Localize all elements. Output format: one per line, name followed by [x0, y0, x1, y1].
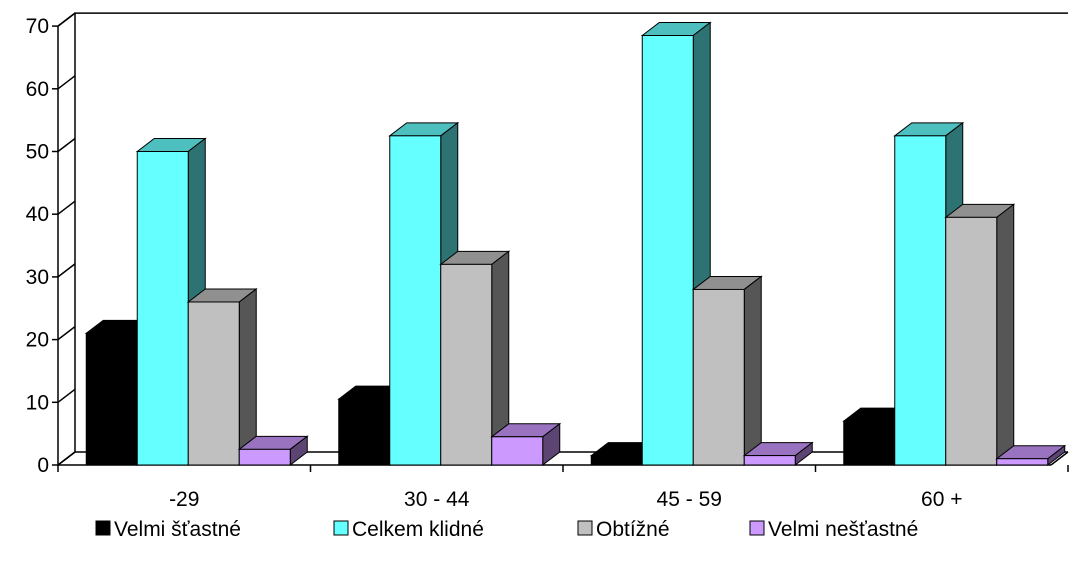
y-tick-label: 70 — [26, 15, 49, 38]
bar-front-face — [692, 288, 745, 466]
x-tick-label: -29 — [169, 488, 199, 511]
y-tick-depth-line — [57, 388, 76, 403]
bar — [490, 422, 562, 467]
legend-swatch-velmi-stastne — [95, 520, 111, 536]
bar — [944, 203, 1016, 467]
bar-front-face — [641, 35, 694, 466]
bars — [84, 21, 1067, 467]
legend: Velmi šťastné Celkem klidné Obtížné Velm… — [95, 518, 918, 541]
y-tick-depth-line — [57, 263, 76, 278]
bar-front-face — [945, 216, 998, 466]
y-tick-depth-line — [57, 200, 76, 215]
y-tick-depth-line — [57, 137, 76, 153]
legend-label: Velmi nešťastné — [768, 518, 918, 541]
bar-side-face — [743, 275, 762, 467]
y-tick-depth-line — [57, 451, 76, 466]
bar-front-face — [491, 436, 544, 466]
bar — [439, 250, 511, 467]
bar-front-face — [843, 420, 896, 466]
y-tick-depth-line — [57, 12, 76, 27]
y-tick-label: 60 — [26, 78, 49, 101]
bar-front-face — [238, 448, 291, 466]
y-tick-label: 20 — [26, 329, 49, 352]
bar — [691, 275, 763, 467]
y-tick-depth-line — [57, 326, 76, 341]
bar-front-face — [894, 135, 947, 466]
y-axis-ticks: 0 10 20 30 40 50 60 70 — [26, 15, 49, 477]
x-tick-label: 60 + — [921, 488, 962, 511]
legend-label: Velmi šťastné — [114, 518, 241, 541]
y-tick-label: 30 — [26, 266, 49, 289]
bar-front-face — [996, 458, 1049, 466]
bar-front-face — [389, 135, 442, 466]
bar — [742, 441, 814, 467]
bar — [135, 137, 207, 467]
bar-front-face — [590, 455, 643, 466]
x-axis-ticks: -29 30 - 44 45 - 59 60 + — [169, 488, 962, 511]
y-tick-depth-line — [57, 75, 76, 90]
legend-swatch-celkem-klidne — [333, 520, 349, 536]
bar-side-face — [996, 203, 1015, 467]
bar — [640, 21, 712, 467]
legend-label: Celkem klidné — [352, 518, 484, 541]
bar-front-face — [338, 398, 391, 466]
y-tick-label: 50 — [26, 141, 49, 164]
legend-label: Obtížné — [596, 518, 670, 541]
legend-swatch-obtizne — [577, 520, 593, 536]
y-tick-label: 10 — [26, 391, 49, 414]
bar — [995, 444, 1067, 467]
bar-front-face — [743, 455, 796, 466]
bar-front-face — [136, 151, 189, 466]
bar-front-face — [85, 332, 138, 466]
x-tick-label: 45 - 59 — [657, 488, 722, 511]
bar — [186, 287, 258, 467]
y-tick-label: 40 — [26, 203, 49, 226]
bar — [237, 435, 309, 467]
floor-right-depth-line — [1050, 451, 1069, 466]
bar-front-face — [187, 301, 240, 466]
bar-front-face — [440, 263, 493, 466]
legend-swatch-velmi-nestastne — [749, 520, 765, 536]
y-tick-label: 0 — [37, 454, 49, 477]
x-tick-label: 30 - 44 — [404, 488, 470, 511]
